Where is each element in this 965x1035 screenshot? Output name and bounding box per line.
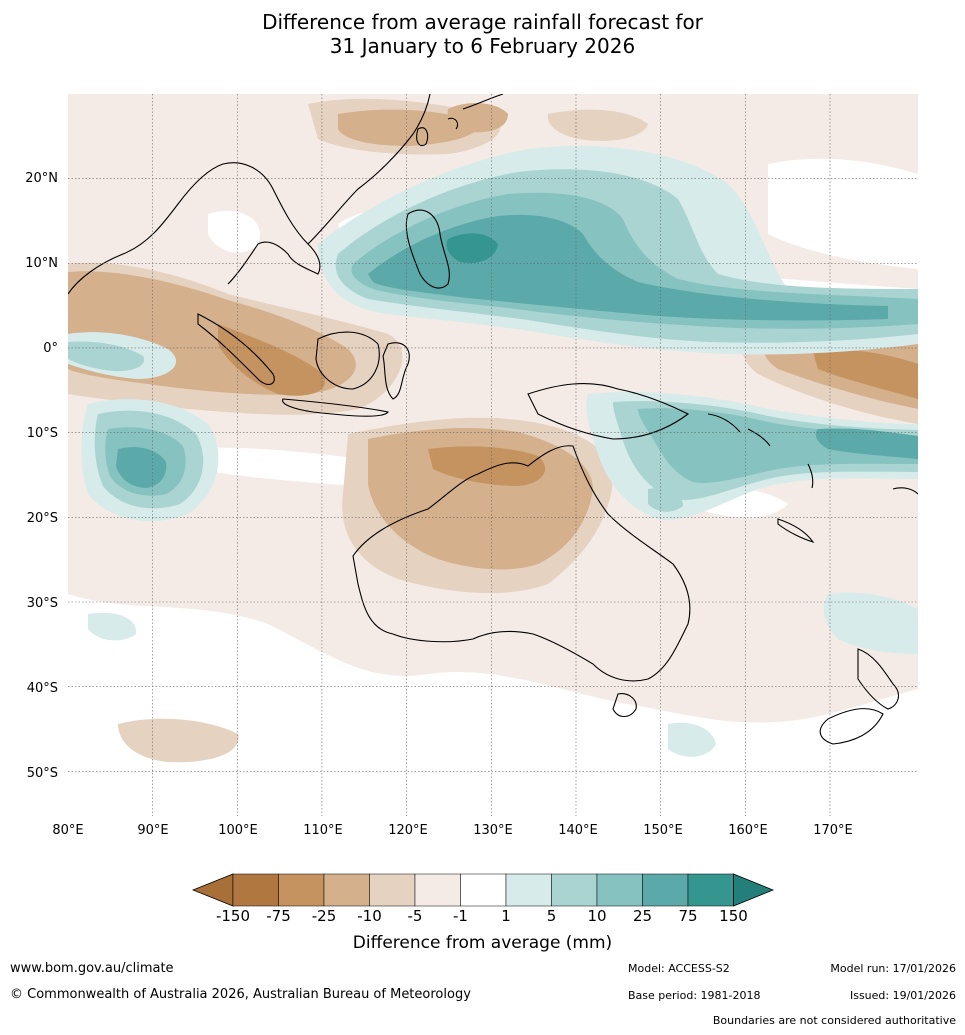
philippines-coastline xyxy=(405,209,450,289)
java-coastline xyxy=(282,398,389,417)
lon-label-130e: 130°E xyxy=(473,823,513,838)
lat-label-40s: 40°S xyxy=(26,681,58,696)
lon-label-120e: 120°E xyxy=(388,823,428,838)
colorbar-tick: -75 xyxy=(266,907,291,925)
lon-label-160e: 160°E xyxy=(728,823,768,838)
lon-label-170e: 170°E xyxy=(813,823,853,838)
vanuatu xyxy=(807,463,814,489)
colorbar-tick: 10 xyxy=(587,907,607,925)
asia-mainland-coastline xyxy=(68,94,431,295)
new-caledonia xyxy=(777,518,815,543)
colorbar-bin-6 xyxy=(460,873,507,907)
colorbar-bin-5 xyxy=(414,873,461,907)
lon-label-100e: 100°E xyxy=(218,823,258,838)
colorbar-bin-7 xyxy=(505,873,552,907)
colorbar-bin-1 xyxy=(232,873,279,907)
rainfall-map[interactable] xyxy=(68,94,918,816)
colorbar-tick: -5 xyxy=(407,907,423,925)
map-canvas xyxy=(68,94,918,816)
sulawesi-coastline xyxy=(382,342,410,400)
colorbar-bin-8 xyxy=(551,873,598,907)
colorbar-extend-low xyxy=(191,873,234,907)
footer-base-period: Base period: 1981-2018 xyxy=(628,989,761,1002)
footer-issued: Issued: 19/01/2026 xyxy=(849,989,956,1002)
colorbar-tick: -10 xyxy=(357,907,382,925)
footer-model-run: Model run: 17/01/2026 xyxy=(830,962,956,975)
colorbar-bin-10 xyxy=(642,873,689,907)
solomon-islands xyxy=(707,413,771,447)
colorbar-bin-9 xyxy=(596,873,643,907)
new-zealand-coastline xyxy=(819,648,899,745)
taiwan-coastline xyxy=(416,127,429,147)
lon-label-150e: 150°E xyxy=(643,823,683,838)
colorbar-bin-2 xyxy=(278,873,325,907)
colorbar xyxy=(191,873,775,907)
lon-label-110e: 110°E xyxy=(303,823,343,838)
footer-disclaimer: Boundaries are not considered authoritat… xyxy=(712,1014,956,1027)
coastlines xyxy=(68,94,918,745)
colorbar-tick: 150 xyxy=(719,907,748,925)
fiji xyxy=(892,487,918,495)
colorbar-tick: 75 xyxy=(678,907,698,925)
colorbar-bin-3 xyxy=(323,873,370,907)
colorbar-extend-high xyxy=(733,873,775,907)
footer-model: Model: ACCESS-S2 xyxy=(628,962,730,975)
footer-copyright: © Commonwealth of Australia 2026, Austra… xyxy=(10,987,471,1002)
lat-label-0: 0° xyxy=(43,341,58,356)
lon-label-140e: 140°E xyxy=(558,823,598,838)
lat-label-30s: 30°S xyxy=(26,596,58,611)
borneo-coastline xyxy=(315,331,380,390)
colorbar-bin-4 xyxy=(369,873,416,907)
lon-label-90e: 90°E xyxy=(137,823,169,838)
sumatra-coastline xyxy=(197,313,275,385)
new-guinea-coastline xyxy=(527,383,690,440)
lat-label-20n: 20°N xyxy=(25,171,58,186)
wet-anomalies xyxy=(68,145,918,757)
colorbar-tick: 5 xyxy=(546,907,557,925)
graticule xyxy=(68,94,918,816)
japan-coastline xyxy=(447,94,504,130)
chart-title: Difference from average rainfall forecas… xyxy=(0,10,965,58)
colorbar-label: Difference from average (mm) xyxy=(352,933,613,953)
colorbar-tick: 1 xyxy=(501,907,511,925)
tasmania-coastline xyxy=(612,693,637,718)
colorbar-svg xyxy=(191,873,775,907)
colorbar-tick: 25 xyxy=(632,907,653,925)
footer-website-link[interactable]: www.bom.gov.au/climate xyxy=(10,961,174,976)
title-line-2: 31 January to 6 February 2026 xyxy=(329,34,636,58)
colorbar-tick: -1 xyxy=(453,907,468,925)
lat-label-10n: 10°N xyxy=(25,256,58,271)
lat-label-10s: 10°S xyxy=(26,426,58,441)
title-line-1: Difference from average rainfall forecas… xyxy=(262,10,703,34)
lat-label-50s: 50°S xyxy=(26,766,58,781)
lat-label-20s: 20°S xyxy=(26,511,58,526)
lon-label-80e: 80°E xyxy=(52,823,84,838)
colorbar-tick: -25 xyxy=(311,907,337,925)
australia-coastline xyxy=(352,445,691,682)
colorbar-tick: -150 xyxy=(215,907,251,925)
colorbar-bin-11 xyxy=(687,873,734,907)
